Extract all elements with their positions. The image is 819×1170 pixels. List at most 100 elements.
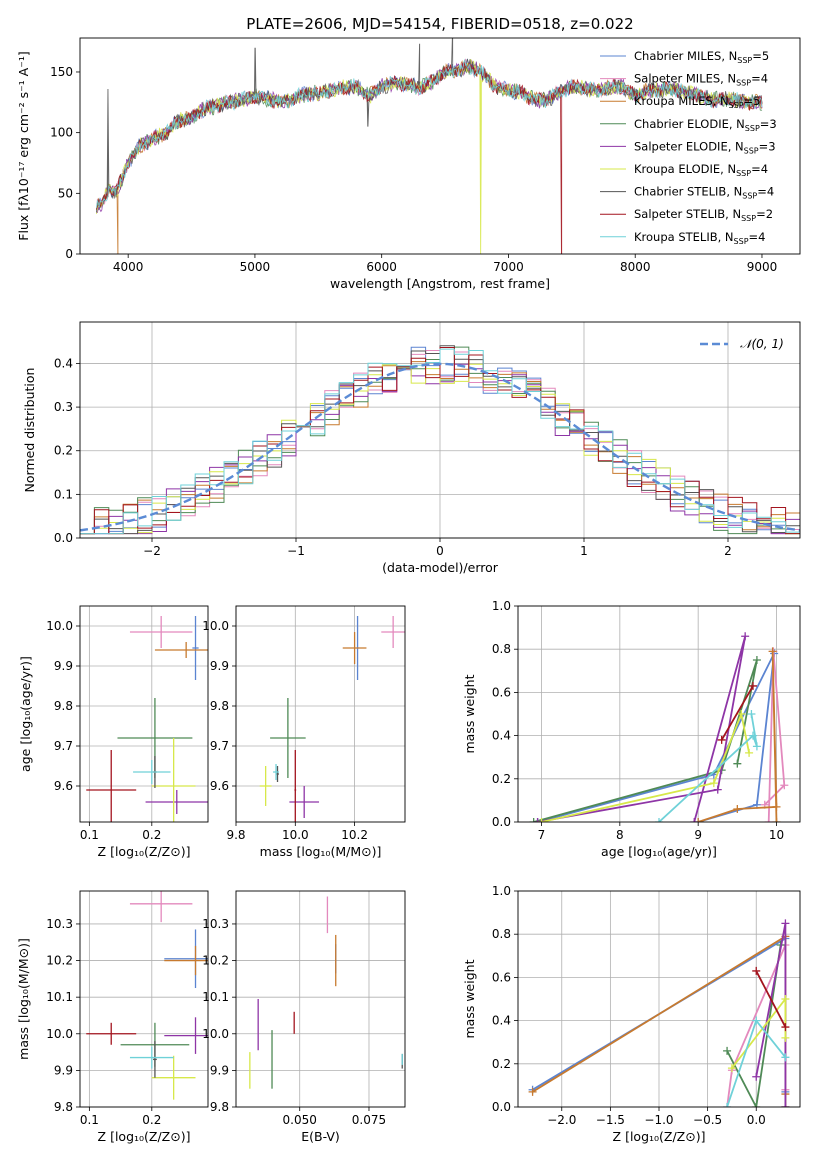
- x-tick-label: 9.8: [226, 828, 245, 842]
- error-bar-point: [86, 1022, 137, 1045]
- x-tick-label: 4000: [113, 260, 144, 274]
- error-bar-point: [129, 1046, 174, 1069]
- weight-marker: [694, 818, 703, 822]
- weight-marker: [533, 818, 542, 822]
- y-tick-label: 0.0: [54, 531, 73, 545]
- y-tick-label: 0.8: [492, 642, 511, 656]
- weight-marker: [723, 1103, 732, 1107]
- x-tick-label: 0.2: [142, 1113, 161, 1127]
- histogram-step: [80, 348, 800, 535]
- y-tick-label: 9.7: [210, 739, 229, 753]
- error-bar-point: [164, 1017, 208, 1054]
- plot-area: [528, 919, 790, 1107]
- weight-marker: [723, 1046, 732, 1055]
- weight-line: [764, 651, 786, 822]
- error-bar-point: [289, 786, 320, 818]
- error-bar-point: [154, 642, 208, 658]
- plot-area: [86, 616, 208, 822]
- x-tick-label: 1: [580, 544, 588, 558]
- weight-marker: [752, 966, 761, 975]
- y-tick-label: 9.8: [210, 699, 229, 713]
- weight-vs-age-panel: 7 8 9 10 0.0 0.2 0.4 0.6 0.8 1.0 age [log₁₀(age/yr…: [462, 599, 801, 859]
- mass-vs-reddening-panel: 0.050 0.075 9.8 9.9 10.0 10.1 10.2 10.3 E(B-V): [202, 890, 406, 1144]
- weight-marker: [727, 1064, 736, 1073]
- legend-subscript: SSP: [737, 56, 752, 65]
- legend-label: Kroupa STELIB, NSSP=4: [634, 230, 765, 246]
- y-axis-label: mass weight: [462, 674, 477, 753]
- axes-frame: [517, 605, 801, 823]
- x-tick-label: 7: [538, 828, 546, 842]
- x-tick-label: −2.0: [547, 1113, 576, 1127]
- error-bar-point: [273, 764, 279, 780]
- legend-label: Salpeter STELIB, NSSP=2: [634, 207, 773, 223]
- y-axis-label: Normed distribution: [22, 368, 37, 493]
- y-tick-label: 10.3: [202, 917, 229, 931]
- weight-series: [723, 1016, 790, 1107]
- weight-marker: [690, 818, 699, 822]
- error-bar-point: [129, 891, 193, 923]
- x-axis-label: wavelength [Angstrom, rest frame]: [330, 276, 550, 291]
- x-axis-label: Z [log₁₀(Z/Z⊙)]: [98, 844, 191, 859]
- y-tick-label: 9.9: [210, 659, 229, 673]
- error-bar-point: [133, 760, 171, 784]
- x-tick-label: 6000: [366, 260, 397, 274]
- weight-marker: [713, 785, 722, 794]
- y-tick-label: 9.8: [54, 699, 73, 713]
- y-tick-label: 10.3: [46, 917, 73, 931]
- legend-subscript: SSP: [742, 192, 757, 201]
- weight-marker: [733, 805, 742, 814]
- weight-marker: [768, 647, 777, 656]
- spectrum-line: [96, 58, 763, 208]
- error-bar-point: [270, 698, 306, 778]
- legend-subscript: SSP: [729, 101, 744, 110]
- weight-series: [655, 710, 761, 822]
- y-axis-label: mass [log₁₀(M/M⊙)]: [16, 938, 31, 1060]
- error-bar-point: [151, 738, 196, 822]
- x-tick-label: −1.5: [596, 1113, 625, 1127]
- y-tick-label: 0.6: [492, 970, 511, 984]
- weight-marker: [752, 656, 761, 664]
- plot-area: [249, 896, 403, 1089]
- axes-frame: [79, 890, 209, 1108]
- legend-subscript: SSP: [736, 79, 751, 88]
- y-tick-label: 9.6: [210, 779, 229, 793]
- residual-histogram-panel: −2 −1 0 1 2 0.0 0.1 0.2 0.3 0.4 (data-model)/error…: [22, 321, 801, 575]
- weight-marker: [780, 781, 789, 790]
- axes-frame: [517, 890, 801, 1108]
- x-tick-label: 8: [616, 828, 624, 842]
- y-tick-label: 1.0: [492, 599, 511, 613]
- x-tick-label: 2: [724, 544, 732, 558]
- axes-frame: [235, 890, 406, 1108]
- axes-frame: [235, 605, 406, 823]
- y-tick-label: 9.6: [54, 779, 73, 793]
- x-tick-label: −2: [143, 544, 161, 558]
- legend-count: =5: [744, 94, 761, 108]
- x-tick-label: 10: [769, 828, 784, 842]
- spectrum-panel: 4000 5000 6000 7000 8000 9000 0 50 100 150 wavelen…: [16, 37, 801, 291]
- legend-count: =4: [749, 230, 766, 244]
- y-axis-label: mass weight: [462, 959, 477, 1038]
- y-tick-label: 9.9: [54, 1063, 73, 1077]
- legend-label: Salpeter MILES, NSSP=4: [634, 72, 768, 88]
- weight-series: [752, 919, 790, 1107]
- x-tick-label: 0.0: [747, 1113, 766, 1127]
- y-tick-label: 0.4: [492, 1014, 511, 1028]
- y-tick-label: 0.3: [54, 400, 73, 414]
- weight-line: [720, 685, 754, 741]
- weight-marker: [752, 742, 761, 751]
- x-tick-label: 10.2: [341, 828, 368, 842]
- plot-area: [529, 632, 789, 822]
- y-tick-label: 0.4: [492, 729, 511, 743]
- weight-marker: [781, 1033, 790, 1042]
- legend-label: 𝒩(0, 1): [740, 337, 784, 351]
- error-bar-point: [145, 790, 208, 814]
- x-axis-label: (data-model)/error: [382, 560, 499, 575]
- weight-series: [752, 966, 790, 1032]
- legend-subscript: SSP: [734, 237, 749, 246]
- x-tick-label: −1.0: [644, 1113, 673, 1127]
- error-bar-point: [129, 616, 193, 648]
- normal-curve: [80, 362, 800, 532]
- weight-line: [726, 944, 782, 1107]
- y-tick-label: 100: [50, 126, 73, 140]
